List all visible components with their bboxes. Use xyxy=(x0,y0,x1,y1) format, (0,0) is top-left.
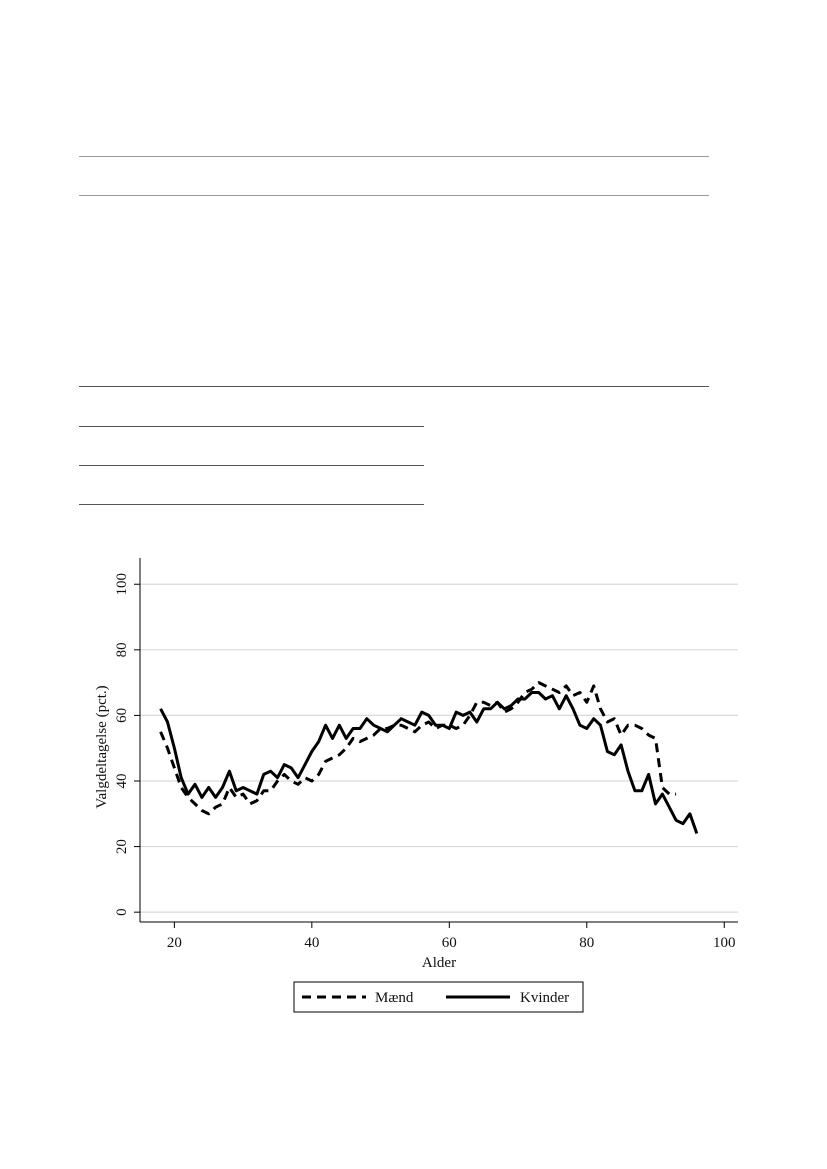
legend-label-kvinder: Kvinder xyxy=(520,990,569,1006)
x-tick-label-100: 100 xyxy=(713,935,736,951)
short-rule-1 xyxy=(79,426,424,427)
y-tick-label-60: 60 xyxy=(114,708,130,723)
x-tick-label-80: 80 xyxy=(579,935,594,951)
y-tick-label-0: 0 xyxy=(114,908,130,916)
mid-rule-1 xyxy=(79,386,709,387)
top-rule-1 xyxy=(79,156,709,157)
short-rule-2 xyxy=(79,465,424,466)
legend-box xyxy=(293,981,584,1013)
y-tick-label-40: 40 xyxy=(114,773,130,788)
top-rule-2 xyxy=(79,195,709,196)
short-rule-3 xyxy=(79,504,424,505)
y-axis-label: Valgdeltagelse (pct.) xyxy=(94,685,110,808)
x-axis-label: Alder xyxy=(422,955,456,971)
axes: 0 20 40 60 80 100 20 40 60 80 100 xyxy=(114,558,738,951)
gridlines xyxy=(140,583,738,913)
figure: 0 20 40 60 80 100 20 40 60 80 100 Alder Valgdeltag… xyxy=(0,540,827,1030)
legend-label-maend: Mænd xyxy=(375,990,414,1006)
legend: Mænd Kvinder xyxy=(293,981,584,1013)
series-line-maend xyxy=(159,681,677,816)
x-tick-label-60: 60 xyxy=(442,935,457,951)
y-tick-label-20: 20 xyxy=(114,839,130,854)
series-lines xyxy=(159,681,699,834)
x-tick-label-20: 20 xyxy=(167,935,182,951)
series-line-kvinder xyxy=(159,691,699,834)
line-chart: 0 20 40 60 80 100 20 40 60 80 100 Alder Valgdeltag… xyxy=(94,558,738,1013)
y-tick-label-100: 100 xyxy=(114,573,130,596)
x-tick-label-40: 40 xyxy=(304,935,319,951)
y-tick-label-80: 80 xyxy=(114,642,130,657)
